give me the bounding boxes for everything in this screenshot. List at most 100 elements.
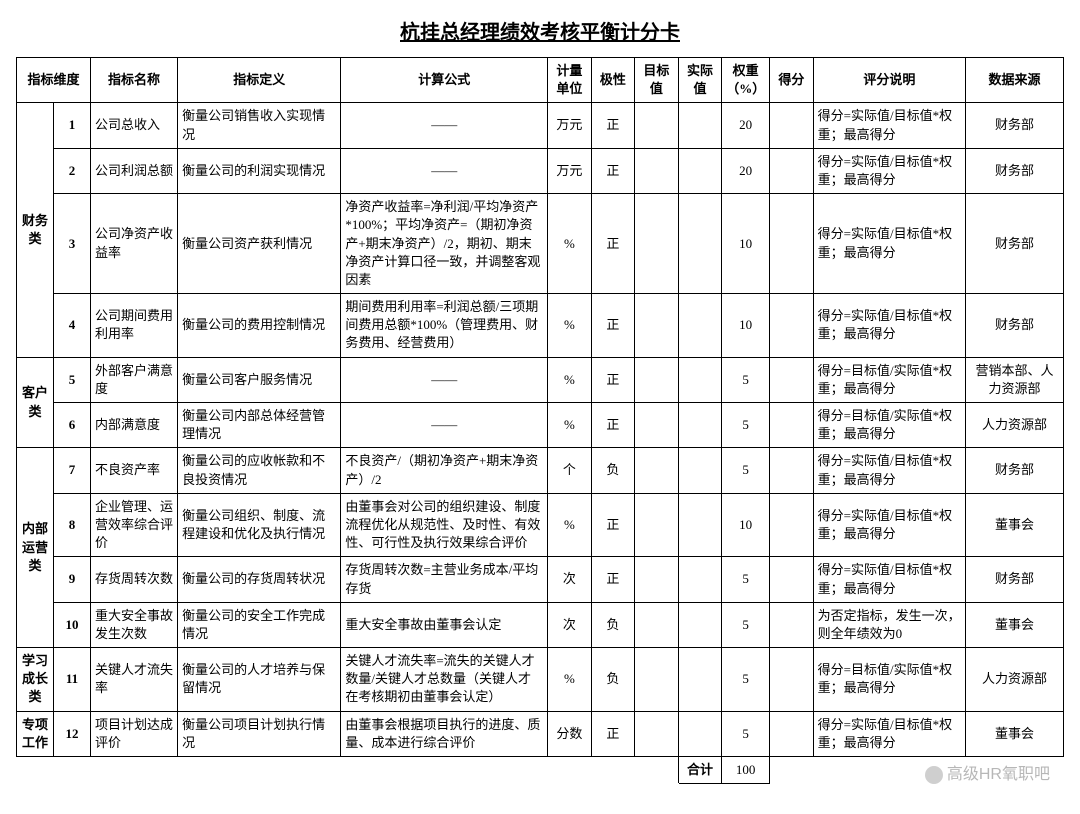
cell-name: 公司净资产收益率 bbox=[91, 194, 178, 294]
cell-score bbox=[770, 194, 814, 294]
col-polarity: 极性 bbox=[591, 58, 635, 103]
cell-unit: 次 bbox=[548, 557, 592, 602]
cell-wgt: 10 bbox=[722, 194, 770, 294]
cell-expl: 得分=实际值/目标值*权重；最高得分 bbox=[813, 148, 965, 193]
cell-tgt bbox=[635, 448, 679, 493]
cell-tgt bbox=[635, 711, 679, 756]
cell-formula: 不良资产/（期初净资产+期末净资产）/2 bbox=[341, 448, 548, 493]
row-index: 3 bbox=[54, 194, 91, 294]
cell-unit: % bbox=[548, 493, 592, 557]
cell-score bbox=[770, 648, 814, 712]
col-score: 得分 bbox=[770, 58, 814, 103]
dim-finance: 财务类 bbox=[17, 103, 54, 357]
cell-expl: 得分=目标值/实际值*权重；最高得分 bbox=[813, 357, 965, 402]
col-source: 数据来源 bbox=[966, 58, 1064, 103]
cell-expl: 为否定指标，发生一次，则全年绩效为0 bbox=[813, 602, 965, 647]
cell-score bbox=[770, 403, 814, 448]
cell-formula: 关键人才流失率=流失的关键人才数量/关键人才总数量（关键人才在考核期初由董事会认… bbox=[341, 648, 548, 712]
cell-src: 董事会 bbox=[966, 493, 1064, 557]
cell-expl: 得分=目标值/实际值*权重；最高得分 bbox=[813, 403, 965, 448]
cell-formula: —— bbox=[341, 148, 548, 193]
cell-pol: 正 bbox=[591, 493, 635, 557]
row-index: 2 bbox=[54, 148, 91, 193]
cell-def: 衡量公司的利润实现情况 bbox=[178, 148, 341, 193]
cell-score bbox=[770, 711, 814, 756]
cell-src: 财务部 bbox=[966, 103, 1064, 148]
cell-act bbox=[678, 294, 722, 358]
cell-def: 衡量公司资产获利情况 bbox=[178, 194, 341, 294]
cell-src: 董事会 bbox=[966, 711, 1064, 756]
cell-unit: 次 bbox=[548, 602, 592, 647]
cell-score bbox=[770, 557, 814, 602]
cell-wgt: 5 bbox=[722, 403, 770, 448]
cell-name: 公司利润总额 bbox=[91, 148, 178, 193]
cell-pol: 正 bbox=[591, 148, 635, 193]
cell-src: 营销本部、人力资源部 bbox=[966, 357, 1064, 402]
cell-pol: 正 bbox=[591, 557, 635, 602]
table-row: 专项工作 12 项目计划达成评价 衡量公司项目计划执行情况 由董事会根据项目执行… bbox=[17, 711, 1064, 756]
cell-name: 内部满意度 bbox=[91, 403, 178, 448]
cell-tgt bbox=[635, 648, 679, 712]
dim-special: 专项工作 bbox=[17, 711, 54, 756]
row-index: 5 bbox=[54, 357, 91, 402]
cell-wgt: 5 bbox=[722, 602, 770, 647]
cell-tgt bbox=[635, 403, 679, 448]
cell-score bbox=[770, 357, 814, 402]
cell-pol: 正 bbox=[591, 294, 635, 358]
cell-wgt: 5 bbox=[722, 557, 770, 602]
cell-def: 衡量公司的存货周转状况 bbox=[178, 557, 341, 602]
cell-def: 衡量公司的安全工作完成情况 bbox=[178, 602, 341, 647]
table-row: 10 重大安全事故发生次数 衡量公司的安全工作完成情况 重大安全事故由董事会认定… bbox=[17, 602, 1064, 647]
cell-score bbox=[770, 294, 814, 358]
cell-unit: 万元 bbox=[548, 148, 592, 193]
dim-learning: 学习成长类 bbox=[17, 648, 54, 712]
table-row: 4 公司期间费用利用率 衡量公司的费用控制情况 期间费用利用率=利润总额/三项期… bbox=[17, 294, 1064, 358]
cell-name: 公司总收入 bbox=[91, 103, 178, 148]
cell-tgt bbox=[635, 294, 679, 358]
cell-score bbox=[770, 148, 814, 193]
cell-formula: —— bbox=[341, 357, 548, 402]
cell-name: 不良资产率 bbox=[91, 448, 178, 493]
cell-unit: % bbox=[548, 403, 592, 448]
cell-score bbox=[770, 103, 814, 148]
row-index: 4 bbox=[54, 294, 91, 358]
cell-expl: 得分=实际值/目标值*权重；最高得分 bbox=[813, 711, 965, 756]
cell-expl: 得分=实际值/目标值*权重；最高得分 bbox=[813, 448, 965, 493]
row-index: 12 bbox=[54, 711, 91, 756]
cell-formula: 由董事会根据项目执行的进度、质量、成本进行综合评价 bbox=[341, 711, 548, 756]
total-weight: 100 bbox=[722, 757, 770, 784]
cell-src: 财务部 bbox=[966, 294, 1064, 358]
cell-tgt bbox=[635, 557, 679, 602]
row-index: 11 bbox=[54, 648, 91, 712]
table-row: 2 公司利润总额 衡量公司的利润实现情况 —— 万元 正 20 得分=实际值/目… bbox=[17, 148, 1064, 193]
cell-unit: 个 bbox=[548, 448, 592, 493]
row-index: 7 bbox=[54, 448, 91, 493]
cell-name: 企业管理、运营效率综合评价 bbox=[91, 493, 178, 557]
row-index: 9 bbox=[54, 557, 91, 602]
cell-name: 外部客户满意度 bbox=[91, 357, 178, 402]
cell-def: 衡量公司客户服务情况 bbox=[178, 357, 341, 402]
cell-def: 衡量公司组织、制度、流程建设和优化及执行情况 bbox=[178, 493, 341, 557]
cell-score bbox=[770, 493, 814, 557]
cell-wgt: 5 bbox=[722, 711, 770, 756]
cell-act bbox=[678, 148, 722, 193]
table-row: 财务类 1 公司总收入 衡量公司销售收入实现情况 —— 万元 正 20 得分=实… bbox=[17, 103, 1064, 148]
cell-pol: 正 bbox=[591, 357, 635, 402]
cell-name: 项目计划达成评价 bbox=[91, 711, 178, 756]
cell-pol: 正 bbox=[591, 103, 635, 148]
cell-tgt bbox=[635, 103, 679, 148]
col-formula: 计算公式 bbox=[341, 58, 548, 103]
cell-unit: % bbox=[548, 194, 592, 294]
cell-formula: 由董事会对公司的组织建设、制度流程优化从规范性、及时性、有效性、可行性及执行效果… bbox=[341, 493, 548, 557]
cell-src: 人力资源部 bbox=[966, 648, 1064, 712]
cell-def: 衡量公司的应收帐款和不良投资情况 bbox=[178, 448, 341, 493]
table-row: 3 公司净资产收益率 衡量公司资产获利情况 净资产收益率=净利润/平均净资产*1… bbox=[17, 194, 1064, 294]
cell-def: 衡量公司内部总体经营管理情况 bbox=[178, 403, 341, 448]
col-weight: 权重（%） bbox=[722, 58, 770, 103]
cell-expl: 得分=实际值/目标值*权重；最高得分 bbox=[813, 194, 965, 294]
cell-unit: % bbox=[548, 294, 592, 358]
cell-act bbox=[678, 403, 722, 448]
cell-tgt bbox=[635, 602, 679, 647]
dim-internal: 内部运营类 bbox=[17, 448, 54, 648]
col-unit: 计量单位 bbox=[548, 58, 592, 103]
